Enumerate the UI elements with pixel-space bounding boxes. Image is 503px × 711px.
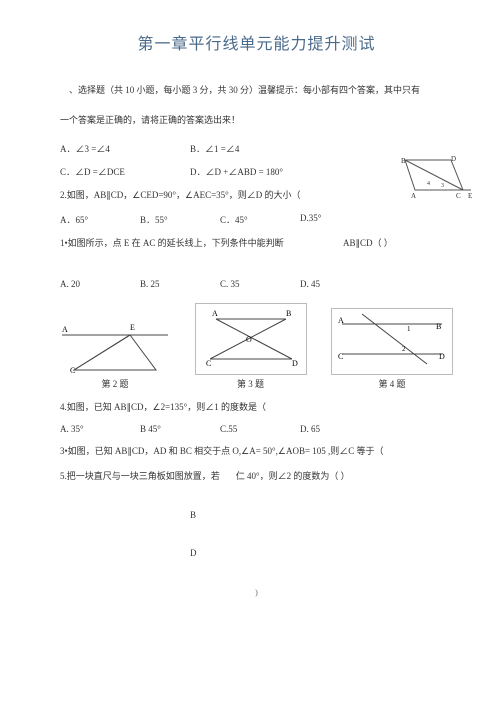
- svg-text:A: A: [62, 325, 68, 334]
- svg-text:O: O: [246, 335, 252, 344]
- page: 第一章平行线单元能力提升测试 、选择题（共 10 小题，每小题 3 分，共 30…: [0, 0, 503, 617]
- q4-opts: A. 35° B 45° C.55 D. 65: [60, 424, 453, 434]
- q1-opts-row1: A．∠3 =∠4 B．∠1 =∠4: [60, 142, 453, 155]
- svg-text:D: D: [292, 359, 298, 368]
- instruction-line1: 、选择题（共 10 小题，每小题 3 分，共 30 分）温馨提示：每小部有四个答…: [60, 82, 453, 98]
- svg-text:D: D: [451, 155, 456, 163]
- svg-text:B: B: [401, 157, 406, 165]
- opt-c: C．∠D =∠DCE: [60, 165, 190, 178]
- opt-d: D．∠D +∠ABD = 180°: [190, 165, 320, 178]
- q4-c: C.55: [220, 424, 300, 434]
- page-footer: ): [60, 588, 453, 597]
- svg-text:E: E: [468, 192, 472, 200]
- fig3-svg: A B O C D: [195, 303, 307, 375]
- q1-stem: 1•如图所示，点 E 在 AC 的延长线上，下列条件中能判断: [60, 236, 343, 249]
- q2-d: D.35°: [300, 213, 380, 226]
- q2-c: C．45°: [220, 213, 300, 226]
- opt-35: C. 35: [220, 279, 300, 289]
- svg-text:B: B: [286, 309, 291, 318]
- svg-text:D: D: [439, 352, 445, 361]
- q5-row: 5.把一块直尺与一块三角板如图放置，若 仁 40°，则∠2 的度数为（ ）: [60, 469, 453, 482]
- q1-tail: AB∥CD（ ）: [343, 236, 453, 249]
- opt-b: B．∠1 =∠4: [190, 142, 320, 155]
- svg-text:E: E: [130, 323, 135, 332]
- page-title: 第一章平行线单元能力提升测试: [60, 30, 453, 54]
- num-opts: A. 20 B. 25 C. 35 D. 45: [60, 279, 453, 289]
- fig4-svg: A B C D 1 2: [331, 308, 453, 375]
- svg-text:C: C: [206, 359, 211, 368]
- svg-text:C: C: [456, 192, 461, 200]
- q5-tail: 仁 40°，则∠2 的度数为（ ）: [236, 469, 350, 482]
- opt-25: B. 25: [140, 279, 220, 289]
- fig2-svg: A E C: [60, 315, 170, 375]
- opt-a: A．∠3 =∠4: [60, 142, 190, 155]
- figure-2: A E C 第 2 题: [60, 315, 170, 390]
- svg-text:A: A: [411, 192, 416, 200]
- figures-row: A E C 第 2 题 A B O C D 第 3 题: [60, 303, 453, 390]
- q4-b: B 45°: [140, 424, 220, 434]
- fig4-label: 第 4 题: [331, 377, 453, 390]
- letter-d: D: [190, 548, 453, 558]
- svg-text:A: A: [212, 309, 218, 318]
- figure-4: A B C D 1 2 第 4 题: [331, 308, 453, 390]
- q4-d: D. 65: [300, 424, 380, 434]
- svg-text:1: 1: [407, 325, 411, 333]
- svg-text:C: C: [338, 352, 343, 361]
- figure-q1: B D A 4 3 C E: [393, 155, 473, 203]
- q4-a: A. 35°: [60, 424, 140, 434]
- fig2-label: 第 2 题: [60, 377, 170, 390]
- opt-20: A. 20: [60, 279, 140, 289]
- svg-text:4: 4: [427, 181, 430, 187]
- svg-text:2: 2: [402, 345, 406, 353]
- svg-text:A: A: [338, 316, 344, 325]
- parallelogram-icon: B D A 4 3 C E: [393, 155, 473, 200]
- q2-opts: A．65° B．55° C．45° D.35°: [60, 213, 453, 226]
- q4-stem: 4.如图，已知 AB∥CD，∠2=135°，则∠1 的度数是（: [60, 400, 453, 414]
- svg-text:C: C: [70, 366, 75, 375]
- opt-45: D. 45: [300, 279, 380, 289]
- q5-stem: 5.把一块直尺与一块三角板如图放置，若: [60, 469, 220, 482]
- letter-b: B: [190, 510, 453, 520]
- instruction-line2: 一个答案是正确的，请将正确的答案选出来！: [60, 112, 453, 128]
- q2-a: A．65°: [60, 213, 140, 226]
- fig3-label: 第 3 题: [195, 377, 307, 390]
- figure-3: A B O C D 第 3 题: [195, 303, 307, 390]
- q1-stem-row: 1•如图所示，点 E 在 AC 的延长线上，下列条件中能判断 AB∥CD（ ）: [60, 236, 453, 249]
- q3-stem: 3•如图，已知 AB∥CD，AD 和 BC 相交于点 O,∠A= 50°,∠AO…: [60, 444, 453, 458]
- q2-b: B．55°: [140, 213, 220, 226]
- svg-text:3: 3: [441, 183, 444, 189]
- svg-text:B: B: [436, 322, 441, 331]
